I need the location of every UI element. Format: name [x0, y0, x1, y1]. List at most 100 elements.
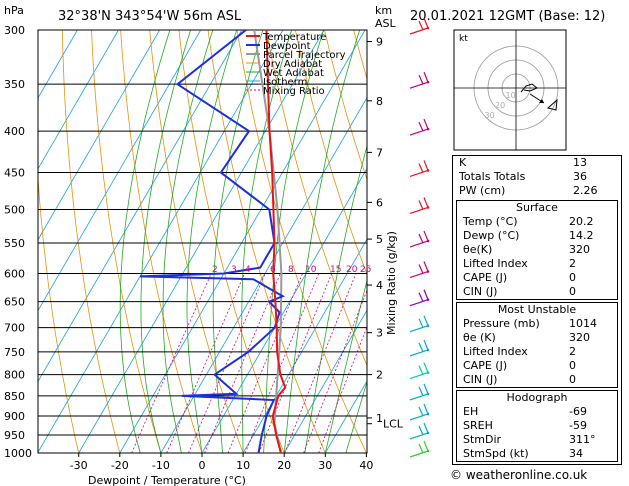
index-value: 36 [573, 170, 587, 183]
mixing-ratio-label: 15 [330, 265, 341, 275]
mixing-ratio-line [303, 289, 367, 453]
legend-label: Temperature [262, 32, 326, 43]
index-label: StmSpd (kt) [463, 447, 529, 460]
index-value: 1014 [569, 317, 597, 330]
dry-adiabat-line [61, 30, 121, 453]
date-label: 20.01.2021 12GMT (Base: 12) [410, 9, 605, 24]
isotherm-line [38, 30, 243, 383]
mixing-ratio-label: 20 [346, 265, 358, 275]
index-row: Temp (°C) 20.2 [457, 215, 617, 229]
mixing-ratio-line [318, 325, 367, 453]
wind-barb [409, 403, 430, 421]
index-row: Totals Totals 36 [453, 170, 621, 184]
pressure-tick-label: 1000 [4, 447, 32, 460]
index-value: 0 [569, 285, 576, 298]
hpa-label: hPa [4, 4, 24, 17]
index-label: Temp (°C) [463, 215, 518, 228]
isotherm-line [78, 30, 325, 453]
wind-barb [409, 197, 430, 215]
asl-label: ASL [375, 17, 397, 30]
wind-barb [409, 339, 430, 357]
index-label: Totals Totals [459, 170, 526, 183]
pressure-tick-label: 700 [4, 322, 25, 335]
index-label: Lifted Index [463, 345, 528, 358]
wind-barb [409, 289, 430, 307]
wet-adiabat-line [119, 30, 171, 453]
wind-barb [409, 71, 430, 89]
index-value: 2 [569, 345, 576, 358]
pressure-tick-label: 600 [4, 268, 25, 281]
temperature-tick-label: 20 [277, 459, 291, 472]
legend-label: Dry Adiabat [263, 59, 322, 70]
index-row: Dewp (°C) 14.2 [457, 229, 617, 243]
index-label: Lifted Index [463, 257, 528, 270]
storm-motion-head [539, 99, 544, 103]
footer-credit[interactable]: © weatheronline.co.uk [450, 468, 588, 482]
wind-barb [409, 422, 430, 440]
index-label: SREH [463, 419, 493, 432]
height-km-label: 4 [376, 279, 383, 292]
unstable-box: Most Unstable Pressure (mb) 1014 θe (K) 320… [456, 302, 618, 388]
pressure-tick-label: 650 [4, 296, 25, 309]
hodograph-unit-label: kt [459, 34, 468, 44]
index-value: 0 [569, 271, 576, 284]
wind-barb [409, 440, 430, 458]
index-row: StmDir 311° [457, 433, 617, 447]
height-km-label: 2 [376, 369, 383, 382]
index-value: 320 [569, 331, 590, 344]
index-label: θe(K) [463, 243, 493, 256]
legend-label: Dewpoint [263, 41, 311, 52]
temperature-tick-label: 0 [199, 459, 206, 472]
dry-adiabat-line [295, 30, 367, 276]
isotherm-line [38, 30, 160, 241]
isotherm-line [119, 30, 366, 453]
wind-barb [409, 17, 430, 35]
mixing-ratio-label: 8 [288, 265, 294, 275]
temperature-tick-label: 10 [236, 459, 250, 472]
location-label: 32°38'N 343°54'W 56m ASL [58, 9, 242, 24]
index-value: -69 [569, 405, 587, 418]
dry-adiabat-line [324, 30, 367, 181]
pressure-tick-label: 850 [4, 390, 25, 403]
index-row: Pressure (mb) 1014 [457, 317, 617, 331]
height-km-label: LCL [383, 418, 404, 431]
isotherm-line [160, 96, 367, 453]
height-km-label: 8 [376, 95, 383, 108]
index-value: 34 [569, 447, 583, 460]
pressure-tick-label: 300 [4, 24, 25, 37]
index-label: Pressure (mb) [463, 317, 540, 330]
wind-barb [409, 383, 430, 401]
hodograph-box: Hodograph EH -69 SREH -59 StmDir 311° StmSpd (… [456, 390, 618, 462]
hodograph-ring-label: 30 [485, 111, 495, 120]
index-value: 0 [569, 359, 576, 372]
wind-barb [409, 160, 430, 178]
legend-label: Parcel Trajectory [263, 50, 346, 61]
mixing-ratio-axis-label: Mixing Ratio (g/kg) [385, 231, 398, 335]
index-label: CAPE (J) [463, 359, 508, 372]
isotherm-line [201, 167, 367, 453]
legend-label: Isotherm [263, 77, 307, 88]
mixing-ratio-label: 2 [212, 265, 218, 275]
mixing-ratio-label: 4 [245, 265, 251, 275]
pressure-tick-label: 500 [4, 203, 25, 216]
legend-label: Mixing Ratio [263, 86, 325, 97]
mixing-ratio-label: 10 [305, 265, 317, 275]
mixing-ratio-label: 3 [231, 265, 237, 275]
dry-adiabat-line [38, 172, 80, 453]
index-row: EH -69 [457, 405, 617, 419]
hodograph-ring-label: 20 [495, 101, 505, 110]
index-label: PW (cm) [459, 184, 506, 197]
hodograph-frame [453, 29, 567, 151]
pressure-tick-label: 450 [4, 166, 25, 179]
height-km-label: 9 [376, 36, 383, 49]
unstable-title: Most Unstable [497, 303, 577, 316]
index-value: 2.26 [573, 184, 598, 197]
wet-adiabat-line [140, 30, 191, 453]
indices-panel: K 13 Totals Totals 36 PW (cm) 2.26 Surface Te… [452, 155, 622, 465]
dewpoint-line [139, 30, 285, 453]
wind-barb [409, 362, 430, 380]
index-row: CIN (J) 0 [457, 373, 617, 387]
index-label: CIN (J) [463, 285, 498, 298]
